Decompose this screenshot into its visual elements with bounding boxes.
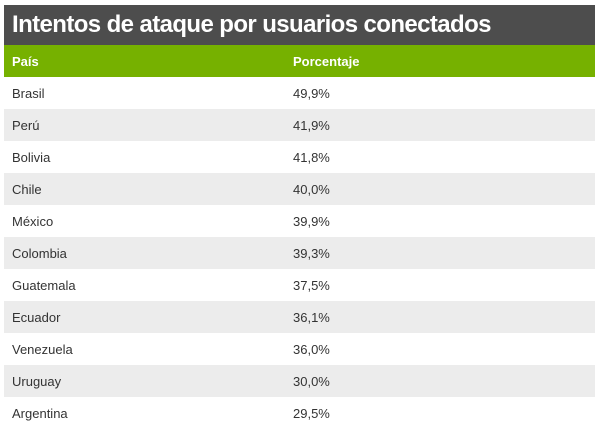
- attack-table: Intentos de ataque por usuarios conectad…: [4, 5, 595, 429]
- country-cell: Venezuela: [12, 341, 73, 357]
- percentage-cell: 41,9%: [293, 117, 330, 133]
- table-row: Colombia 39,3%: [4, 237, 595, 269]
- country-cell: Brasil: [12, 85, 45, 101]
- table-row: Ecuador 36,1%: [4, 301, 595, 333]
- table-row: Uruguay 30,0%: [4, 365, 595, 397]
- country-cell: México: [12, 213, 54, 229]
- table-row: Bolivia 41,8%: [4, 141, 595, 173]
- table-row: Guatemala 37,5%: [4, 269, 595, 301]
- table-row: México 39,9%: [4, 205, 595, 237]
- column-header-country: País: [12, 53, 39, 69]
- country-cell: Ecuador: [12, 309, 61, 325]
- percentage-cell: 39,9%: [293, 213, 330, 229]
- table-row: Argentina 29,5%: [4, 397, 595, 429]
- table-body: Brasil 49,9% Perú 41,9% Bolivia 41,8% Ch…: [4, 77, 595, 429]
- country-cell: Uruguay: [12, 373, 62, 389]
- table-row: Perú 41,9%: [4, 109, 595, 141]
- table-row: Brasil 49,9%: [4, 77, 595, 109]
- percentage-cell: 49,9%: [293, 85, 330, 101]
- table-row: Chile 40,0%: [4, 173, 595, 205]
- country-cell: Argentina: [12, 405, 68, 421]
- table-row: Venezuela 36,0%: [4, 333, 595, 365]
- percentage-cell: 29,5%: [293, 405, 330, 421]
- percentage-cell: 36,0%: [293, 341, 330, 357]
- percentage-cell: 37,5%: [293, 277, 330, 293]
- percentage-cell: 36,1%: [293, 309, 330, 325]
- country-cell: Guatemala: [12, 277, 76, 293]
- country-cell: Chile: [12, 181, 42, 197]
- table-title: Intentos de ataque por usuarios conectad…: [4, 5, 595, 45]
- percentage-cell: 39,3%: [293, 245, 330, 261]
- percentage-cell: 40,0%: [293, 181, 330, 197]
- country-cell: Bolivia: [12, 149, 51, 165]
- table-header-row: País Porcentaje: [4, 45, 595, 77]
- percentage-cell: 30,0%: [293, 373, 330, 389]
- country-cell: Perú: [12, 117, 40, 133]
- percentage-cell: 41,8%: [293, 149, 330, 165]
- country-cell: Colombia: [12, 245, 67, 261]
- column-header-percentage: Porcentaje: [293, 53, 360, 69]
